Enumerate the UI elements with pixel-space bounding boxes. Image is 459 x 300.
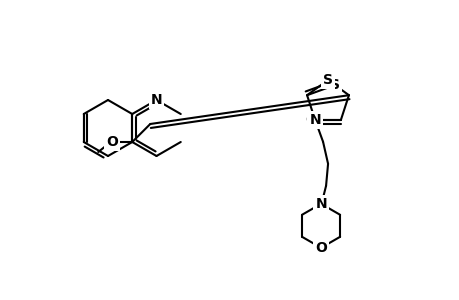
Text: O: O <box>106 135 118 149</box>
Text: S: S <box>330 78 339 92</box>
Text: O: O <box>304 113 316 127</box>
Text: N: N <box>314 197 326 211</box>
Text: O: O <box>314 241 326 255</box>
Text: N: N <box>151 93 162 107</box>
Text: S: S <box>322 73 332 87</box>
Text: N: N <box>308 113 320 127</box>
